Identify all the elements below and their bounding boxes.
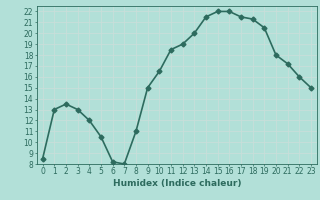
X-axis label: Humidex (Indice chaleur): Humidex (Indice chaleur) [113,179,241,188]
